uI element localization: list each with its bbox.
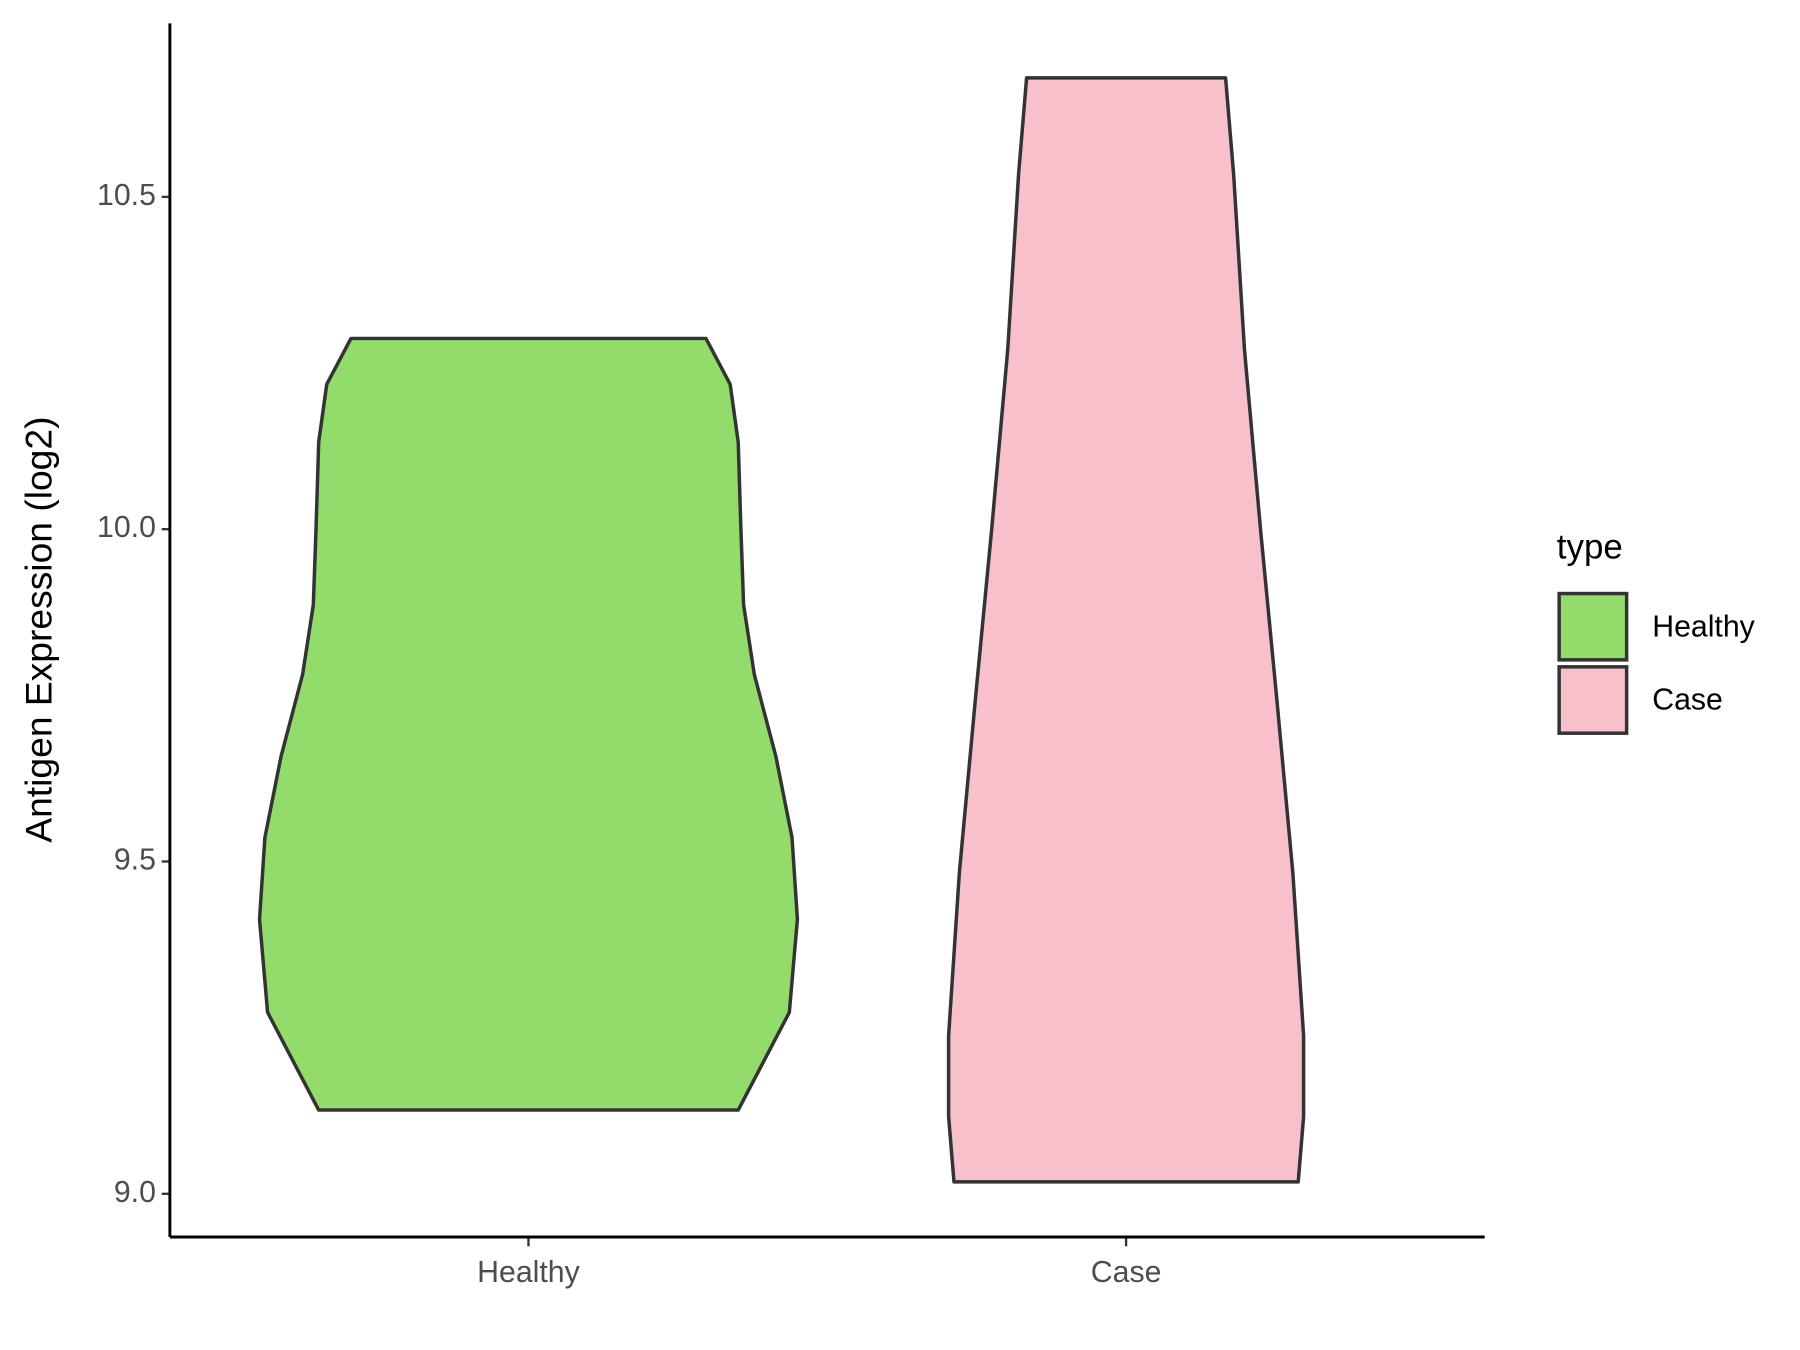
x-tick-label: Healthy xyxy=(477,1256,580,1289)
legend-title: type xyxy=(1557,528,1623,567)
legend-label: Healthy xyxy=(1652,610,1755,643)
y-tick-label: 9.5 xyxy=(114,843,156,876)
x-tick-label: Case xyxy=(1091,1256,1162,1289)
legend-key xyxy=(1557,591,1629,662)
y-tick-label: 10.5 xyxy=(97,179,156,212)
y-tick-label: 9.0 xyxy=(114,1176,156,1209)
legend-key xyxy=(1557,665,1629,735)
legend-label: Case xyxy=(1652,684,1723,717)
y-axis-label: Antigen Expression (log2) xyxy=(18,417,60,843)
y-tick-label: 10.0 xyxy=(97,511,156,544)
violin xyxy=(257,336,800,1112)
violin xyxy=(946,76,1306,1184)
